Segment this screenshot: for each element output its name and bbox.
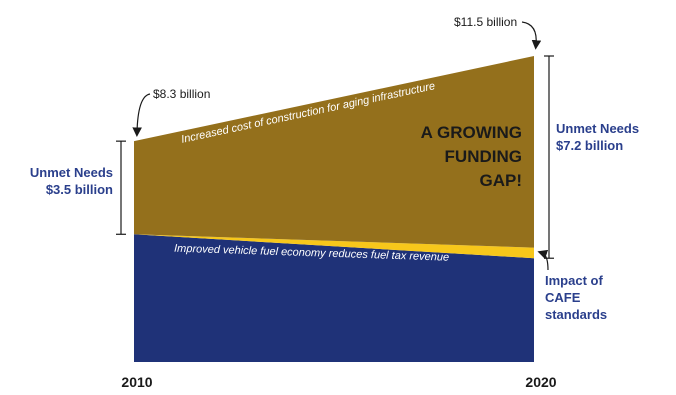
unmet-2020-label-line2: $7.2 billion	[556, 138, 623, 153]
cafe-label-line1: Impact of	[545, 273, 603, 288]
cafe-label-line2: CAFE	[545, 290, 581, 305]
gap-headline-line3: GAP!	[480, 171, 523, 190]
total-2010-arrow	[132, 93, 151, 137]
area-fuel-tax-revenue	[134, 234, 534, 362]
area-cafe-impact	[134, 234, 534, 259]
total-2020-label: $11.5 billion	[454, 15, 517, 29]
total-2020-arrow	[521, 21, 542, 50]
gap-headline-line2: FUNDING	[445, 147, 522, 166]
gap-headline-line1: A GROWING	[421, 123, 522, 142]
x-tick-label-2020: 2020	[525, 374, 556, 390]
unmet-2010-label-line2: $3.5 billion	[46, 182, 113, 197]
unmet-2020-label-line1: Unmet Needs	[556, 121, 639, 136]
cafe-arrow	[537, 249, 549, 271]
x-tick-label-2010: 2010	[121, 374, 152, 390]
area-unmet-needs	[134, 56, 534, 248]
unmet-2010-label-line1: Unmet Needs	[30, 165, 113, 180]
total-2010-label: $8.3 billion	[153, 87, 210, 101]
cafe-label-line3: standards	[545, 307, 607, 322]
